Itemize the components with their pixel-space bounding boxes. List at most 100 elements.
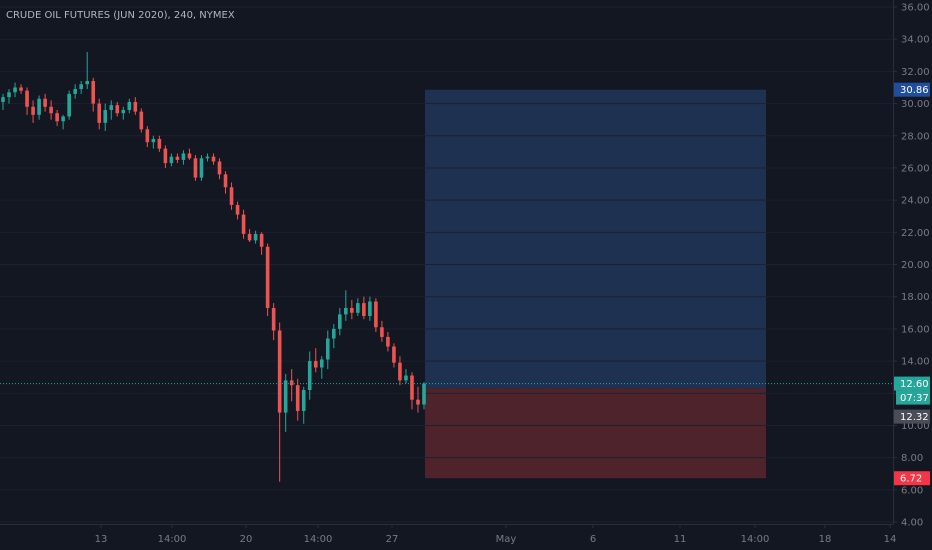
candle-body xyxy=(73,89,77,94)
y-tick-label: 4.00 xyxy=(901,518,923,529)
candle-body xyxy=(133,101,138,112)
candle-body xyxy=(265,246,270,308)
x-tick-label: 27 xyxy=(386,534,399,545)
entry-price-label-bg xyxy=(894,409,930,424)
candle-body xyxy=(235,204,240,215)
y-tick-label: 6.00 xyxy=(901,485,923,496)
candle-body xyxy=(13,87,17,93)
candle-body xyxy=(49,106,53,114)
candle-body xyxy=(223,174,228,188)
candles-group xyxy=(1,52,426,482)
candle-body xyxy=(85,81,90,85)
candle-body xyxy=(241,214,246,234)
candle-body xyxy=(193,158,198,178)
x-tick-label: 11 xyxy=(674,534,687,545)
candle-body xyxy=(392,346,396,363)
target-price-label-bg xyxy=(894,82,930,97)
x-tick-label: 14:00 xyxy=(158,534,187,545)
position-zones xyxy=(425,89,766,479)
entry-price-label: 12.32 xyxy=(900,412,929,423)
candle-body xyxy=(157,138,162,149)
candle-body xyxy=(115,105,120,114)
y-tick-label: 16.00 xyxy=(901,324,930,335)
candle-body xyxy=(97,103,102,123)
candle-body xyxy=(1,97,5,102)
candle-body xyxy=(169,156,174,164)
candle-body xyxy=(211,156,216,162)
candle-body xyxy=(410,375,414,400)
candle-body xyxy=(331,328,336,339)
target-zone[interactable] xyxy=(425,89,766,389)
x-tick-label: 18 xyxy=(819,534,832,545)
y-tick-label: 26.00 xyxy=(901,163,930,174)
candle-body xyxy=(344,307,348,315)
stop-zone[interactable] xyxy=(425,388,766,479)
x-tick-label: 13 xyxy=(95,534,108,545)
candle-body xyxy=(25,90,29,107)
candle-body xyxy=(109,105,114,110)
candle-body xyxy=(247,233,252,241)
countdown-label-bg xyxy=(896,390,930,405)
candle-body xyxy=(422,383,426,405)
countdown-label: 07:37 xyxy=(900,393,929,404)
candle-body xyxy=(91,81,96,104)
candle-body xyxy=(199,158,204,178)
candle-body xyxy=(307,361,312,391)
candle-body xyxy=(205,156,210,159)
candle-body xyxy=(416,399,420,405)
stop-price-label: 6.72 xyxy=(900,474,922,485)
candle-body xyxy=(79,84,83,90)
y-tick-label: 34.00 xyxy=(901,35,930,46)
candle-body xyxy=(295,385,300,411)
candle-body xyxy=(181,153,186,160)
candle-body xyxy=(368,301,372,316)
candle-body xyxy=(61,116,65,122)
candle-body xyxy=(313,361,318,368)
candle-body xyxy=(277,330,282,413)
candle-body xyxy=(356,303,360,313)
chart-title: CRUDE OIL FUTURES (JUN 2020), 240, NYMEX xyxy=(6,10,235,21)
candle-body xyxy=(7,92,11,98)
x-tick-label: 6 xyxy=(590,534,596,545)
candle-body xyxy=(404,375,408,381)
y-tick-label: 28.00 xyxy=(901,131,930,142)
candle-body xyxy=(217,161,222,175)
y-tick-label: 20.00 xyxy=(901,260,930,271)
candle-body xyxy=(386,336,390,347)
y-tick-label: 32.00 xyxy=(901,67,930,78)
y-tick-label: 14.00 xyxy=(901,357,930,368)
y-tick-label: 36.00 xyxy=(901,3,930,14)
x-tick-label: 14 xyxy=(884,534,897,545)
candle-body xyxy=(31,106,35,115)
y-tick-label: 24.00 xyxy=(901,196,930,207)
candle-body xyxy=(374,301,378,328)
x-tick-label: 14:00 xyxy=(304,534,333,545)
candle-body xyxy=(362,303,366,316)
y-tick-label: 8.00 xyxy=(901,453,923,464)
x-tick-label: 14:00 xyxy=(741,534,770,545)
candle-body xyxy=(43,98,47,107)
y-tick-label: 30.00 xyxy=(901,99,930,110)
candle-body xyxy=(175,156,180,160)
candle-body xyxy=(127,101,132,110)
candle-body xyxy=(253,233,258,241)
candle-body xyxy=(325,338,330,360)
candle-body xyxy=(350,307,354,313)
candle-body xyxy=(37,98,41,115)
candle-body xyxy=(380,327,384,337)
candle-body xyxy=(19,87,23,91)
last-price-label: 12.60 xyxy=(900,379,929,390)
candle-body xyxy=(187,153,192,159)
candle-body xyxy=(103,110,108,123)
y-tick-label: 18.00 xyxy=(901,292,930,303)
candle-body xyxy=(301,390,306,411)
x-tick-label: May xyxy=(496,534,517,545)
x-tick-label: 20 xyxy=(240,534,253,545)
candle-body xyxy=(163,148,168,164)
candle-body xyxy=(337,314,342,329)
grid-lines xyxy=(0,6,893,523)
candle-body xyxy=(283,380,288,413)
